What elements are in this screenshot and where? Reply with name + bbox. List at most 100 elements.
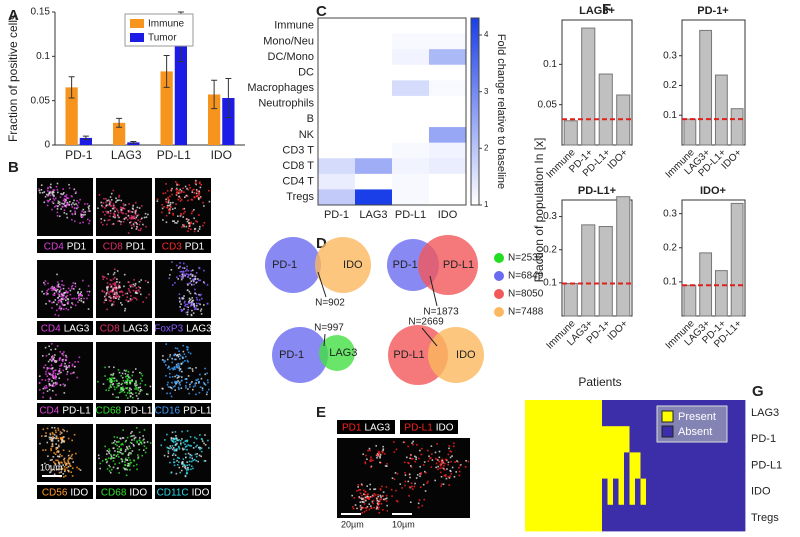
matrix-cell [558,452,564,479]
speckle [67,470,70,472]
matrix-cell [558,478,564,506]
venn-legend-dot [494,307,504,317]
speckle [61,193,63,196]
speckle [104,445,106,448]
speckle [442,483,445,486]
speckle [53,427,56,429]
matrix-cell [668,504,674,532]
speckle [60,371,62,374]
speckle [63,470,66,473]
speckle [180,443,182,446]
speckle [177,386,180,389]
speckle [46,289,49,292]
speckle [177,376,180,378]
matrix-cell [646,478,652,506]
speckle [108,470,111,472]
speckle [182,224,184,226]
speckle [182,350,185,353]
speckle [382,491,385,493]
speckle [194,384,197,387]
matrix-cell [602,400,608,427]
speckle [184,185,187,188]
speckle [56,285,58,288]
speckle [129,395,132,398]
speckle [188,460,191,463]
speckle [62,292,65,295]
speckle [101,205,104,208]
speckle [133,210,136,213]
speckle [113,297,115,300]
speckle [185,270,187,272]
speckle [186,313,189,316]
speckle [180,308,183,311]
stain-name: FoxP3 [154,323,183,334]
speckle [198,446,200,449]
speckle [60,301,63,303]
speckle [434,451,437,454]
speckle [138,223,141,226]
speckle [73,371,75,374]
speckle [52,371,55,373]
speckle [126,387,128,390]
speckle [199,186,202,189]
speckle [174,368,176,370]
speckle [445,474,447,476]
speckle [84,213,86,216]
speckle [120,449,122,451]
speckle [193,441,195,444]
speckle [53,461,55,463]
matrix-cell [574,478,581,506]
speckle [63,429,66,432]
heatmap-cell [355,64,393,81]
matrix-cell [706,478,713,506]
speckle [116,199,119,202]
speckle [160,444,163,447]
colorbar-tick-label: 1 [484,200,489,209]
speckle [166,204,169,207]
speckle [115,287,118,289]
speckle [427,480,429,483]
speckle [60,292,63,295]
speckle [403,441,406,444]
speckle [184,475,187,477]
speckle [440,475,443,478]
bar [79,137,92,145]
speckle [175,188,178,191]
speckle [174,381,176,384]
speckle [161,207,164,210]
legend-label: Present [678,411,716,423]
speckle [56,436,58,438]
speckle [50,186,52,189]
speckle [67,302,70,305]
speckle [190,445,192,447]
speckle [68,458,70,460]
speckle [120,374,122,377]
speckle [57,301,60,304]
speckle [183,273,185,276]
bar [208,94,221,145]
speckle [71,195,73,198]
speckle [130,452,132,454]
speckle [147,393,149,396]
speckle [114,288,117,290]
speckle [145,216,148,218]
speckle [111,223,114,226]
speckle [106,223,108,226]
speckle [134,388,136,390]
speckle [377,495,380,498]
speckle [126,296,129,298]
speckle [113,212,115,214]
speckle [369,460,371,462]
speckle [139,371,141,374]
speckle [114,210,116,213]
speckle [64,201,66,203]
speckle [67,462,70,465]
matrix-cell [640,452,647,479]
speckle [188,392,191,395]
speckle [411,488,414,490]
speckle [132,285,134,288]
speckle [47,378,50,380]
venn-overlap-label: N=902 [315,298,345,309]
matrix-cell [624,426,630,453]
speckle [181,272,184,275]
